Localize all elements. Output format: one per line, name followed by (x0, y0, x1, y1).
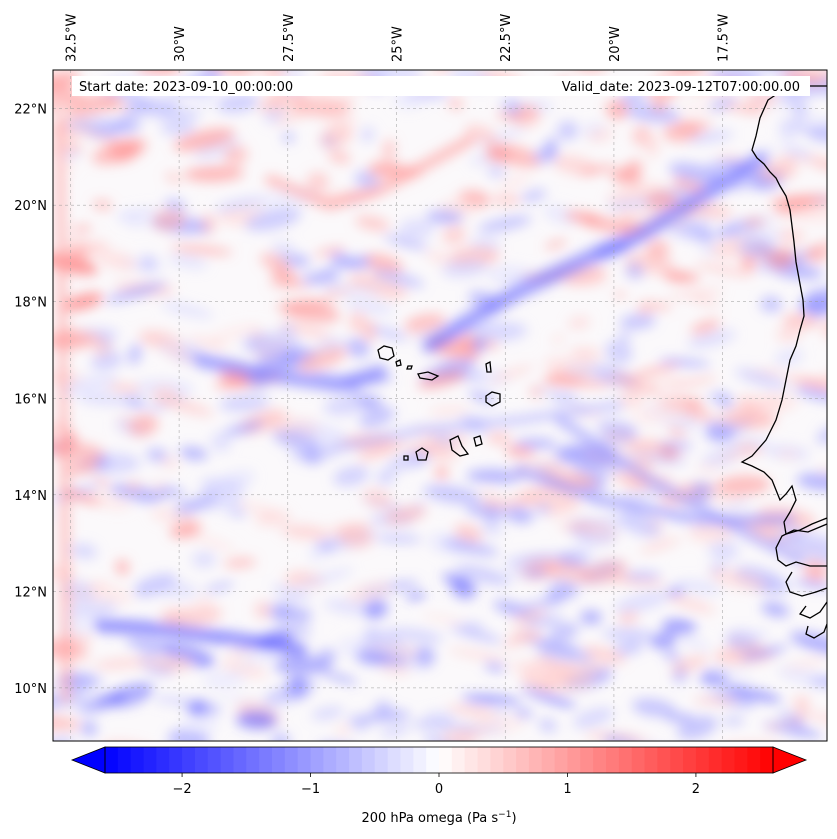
lat-tick-label: 20°N (14, 199, 47, 214)
lon-tick-label: 32.5°W (64, 14, 79, 62)
lat-tick-label: 18°N (14, 296, 47, 311)
lon-tick-label: 22.5°W (499, 14, 514, 62)
header-strip: Start date: 2023-09-10_00:00:00 Valid_da… (72, 76, 810, 96)
lon-tick-label: 25°W (391, 26, 406, 62)
lon-tick-label: 17.5°W (717, 14, 732, 62)
gridlines (53, 70, 827, 741)
colorbar-extend-low (70, 746, 106, 774)
colorbar: −2 −1 0 1 2 200 hPa omega (Pa s−1) (70, 746, 808, 826)
lat-tick-label: 10°N (14, 682, 47, 697)
colorbar-tick-label: 0 (435, 782, 443, 797)
lon-tick-label: 30°W (173, 26, 188, 62)
colorbar-gradient (105, 747, 774, 773)
colorbar-tick-label: 1 (563, 782, 571, 797)
lat-tick-label: 16°N (14, 392, 47, 407)
colorbar-tick-label: −1 (301, 782, 320, 797)
lat-tick-label: 14°N (14, 489, 47, 504)
longitude-labels: 32.5°W 30°W 27.5°W 25°W 22.5°W 20°W 17.5°W (64, 14, 731, 62)
cape-verde-islands (377, 345, 501, 461)
colorbar-extend-high (772, 746, 808, 774)
lon-tick-label: 27.5°W (282, 14, 297, 62)
latitude-labels: 22°N 20°N 18°N 16°N 14°N 12°N 10°N (14, 103, 47, 697)
lon-tick-label: 20°W (608, 26, 623, 62)
colorbar-ticks: −2 −1 0 1 2 (172, 773, 700, 797)
start-date-label: Start date: 2023-09-10_00:00:00 (79, 80, 293, 95)
coastline-west-africa (740, 85, 827, 639)
colorbar-tick-label: 2 (692, 782, 700, 797)
valid-date-label: Valid_date: 2023-09-12T07:00:00.00 (562, 80, 800, 95)
map-plot-area (52, 69, 828, 742)
colorbar-tick-label: −2 (172, 782, 191, 797)
colorbar-label: 200 hPa omega (Pa s−1) (361, 810, 516, 826)
lat-tick-label: 22°N (14, 103, 47, 118)
lat-tick-label: 12°N (14, 585, 47, 600)
